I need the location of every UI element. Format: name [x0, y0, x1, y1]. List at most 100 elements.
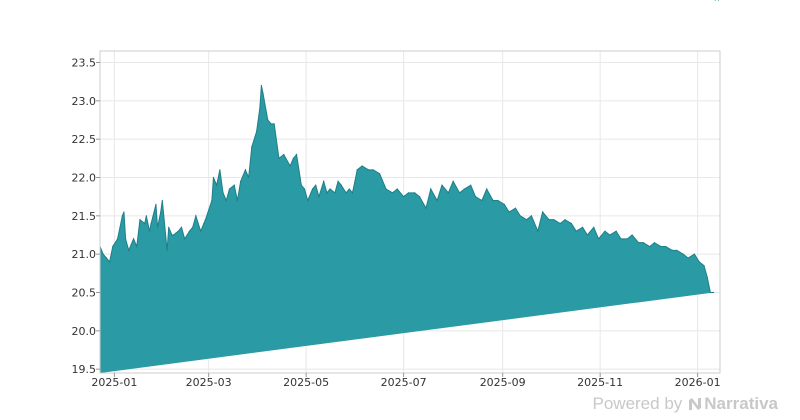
- data-point: [177, 230, 179, 232]
- data-point: [481, 199, 483, 202]
- data-point: [311, 188, 314, 190]
- data-point: [474, 196, 477, 198]
- data-point: [171, 234, 173, 236]
- data-point: [508, 211, 510, 213]
- narrativa-brand: Narrativa: [688, 394, 778, 414]
- x-tick-label: 2025-07: [381, 376, 427, 389]
- data-point: [116, 238, 119, 240]
- data-point: [166, 249, 168, 251]
- data-point: [323, 180, 325, 182]
- y-tick-label: 20.0: [72, 325, 97, 338]
- x-tick-label: 2025-11: [577, 376, 623, 389]
- data-point: [123, 211, 125, 213]
- data-point: [604, 230, 606, 232]
- data-point: [575, 230, 577, 232]
- data-point: [195, 215, 197, 217]
- data-point: [709, 291, 712, 294]
- data-point: [251, 146, 253, 148]
- data-point: [148, 230, 151, 232]
- data-point: [300, 184, 302, 186]
- data-point: [348, 188, 350, 190]
- data-point: [367, 169, 370, 171]
- x-tick-label: 2025-03: [186, 376, 232, 389]
- data-point: [124, 238, 127, 240]
- data-point: [337, 180, 339, 182]
- data-point: [519, 215, 521, 217]
- data-point: [292, 157, 294, 159]
- data-point: [447, 192, 449, 194]
- data-point: [436, 199, 438, 202]
- data-point: [526, 219, 528, 221]
- data-point: [108, 261, 111, 263]
- data-point: [315, 184, 317, 186]
- data-point: [188, 230, 191, 232]
- data-point: [537, 230, 539, 232]
- data-point: [136, 245, 138, 248]
- x-tick-label: 2025-05: [283, 376, 329, 389]
- data-point: [703, 265, 705, 267]
- data-point: [326, 192, 328, 194]
- data-point: [262, 92, 264, 94]
- y-tick-label: 21.0: [72, 248, 97, 261]
- narrativa-brand-label: Narrativa: [704, 394, 778, 413]
- data-point: [139, 219, 141, 221]
- data-point: [626, 238, 628, 240]
- data-point: [586, 234, 588, 236]
- data-point: [391, 192, 394, 194]
- data-point: [379, 173, 381, 175]
- data-point: [192, 226, 194, 228]
- data-point: [548, 219, 550, 221]
- data-point: [102, 253, 104, 255]
- data-point: [458, 192, 461, 194]
- data-point: [671, 249, 673, 251]
- data-point: [121, 215, 123, 217]
- data-point: [318, 196, 320, 198]
- data-point: [259, 107, 261, 110]
- data-point: [211, 199, 213, 202]
- data-point: [244, 169, 247, 171]
- y-tick-label: 23.5: [72, 57, 97, 70]
- data-point: [240, 180, 242, 182]
- y-tick-label: 21.5: [72, 210, 97, 223]
- data-point: [248, 176, 250, 179]
- data-point: [144, 222, 146, 225]
- x-tick-label: 2025-01: [91, 376, 137, 389]
- data-point: [425, 207, 427, 209]
- data-point: [553, 219, 555, 221]
- data-point: [620, 238, 622, 240]
- data-point: [564, 219, 566, 221]
- x-tick-label: 2026-01: [675, 376, 721, 389]
- data-point: [267, 119, 269, 121]
- data-point: [687, 257, 689, 259]
- y-tick-label: 23.0: [72, 95, 97, 108]
- data-point: [665, 245, 667, 248]
- data-point: [345, 192, 347, 194]
- data-point: [441, 184, 443, 186]
- data-point: [713, 291, 715, 294]
- data-point: [225, 199, 227, 202]
- data-point: [273, 123, 275, 125]
- data-point: [128, 249, 130, 251]
- data-point: [649, 245, 651, 248]
- y-tick-label: 19.5: [72, 363, 97, 376]
- data-point: [361, 165, 363, 167]
- data-point: [278, 157, 280, 159]
- data-point: [385, 188, 387, 190]
- data-point: [351, 192, 354, 194]
- data-point: [559, 222, 561, 225]
- data-point: [270, 123, 272, 125]
- data-point: [155, 203, 157, 205]
- data-point: [160, 211, 162, 213]
- data-point: [403, 196, 405, 198]
- powered-by-watermark: Powered by Narrativa: [593, 394, 779, 414]
- data-point: [514, 207, 517, 209]
- data-point: [698, 261, 700, 263]
- data-point: [653, 242, 656, 244]
- data-point: [303, 188, 306, 190]
- data-point: [463, 188, 465, 190]
- data-point: [105, 257, 107, 259]
- x-tick-label: 2025-09: [480, 376, 526, 389]
- data-point: [530, 215, 533, 217]
- data-point: [570, 222, 572, 225]
- data-point: [219, 169, 221, 171]
